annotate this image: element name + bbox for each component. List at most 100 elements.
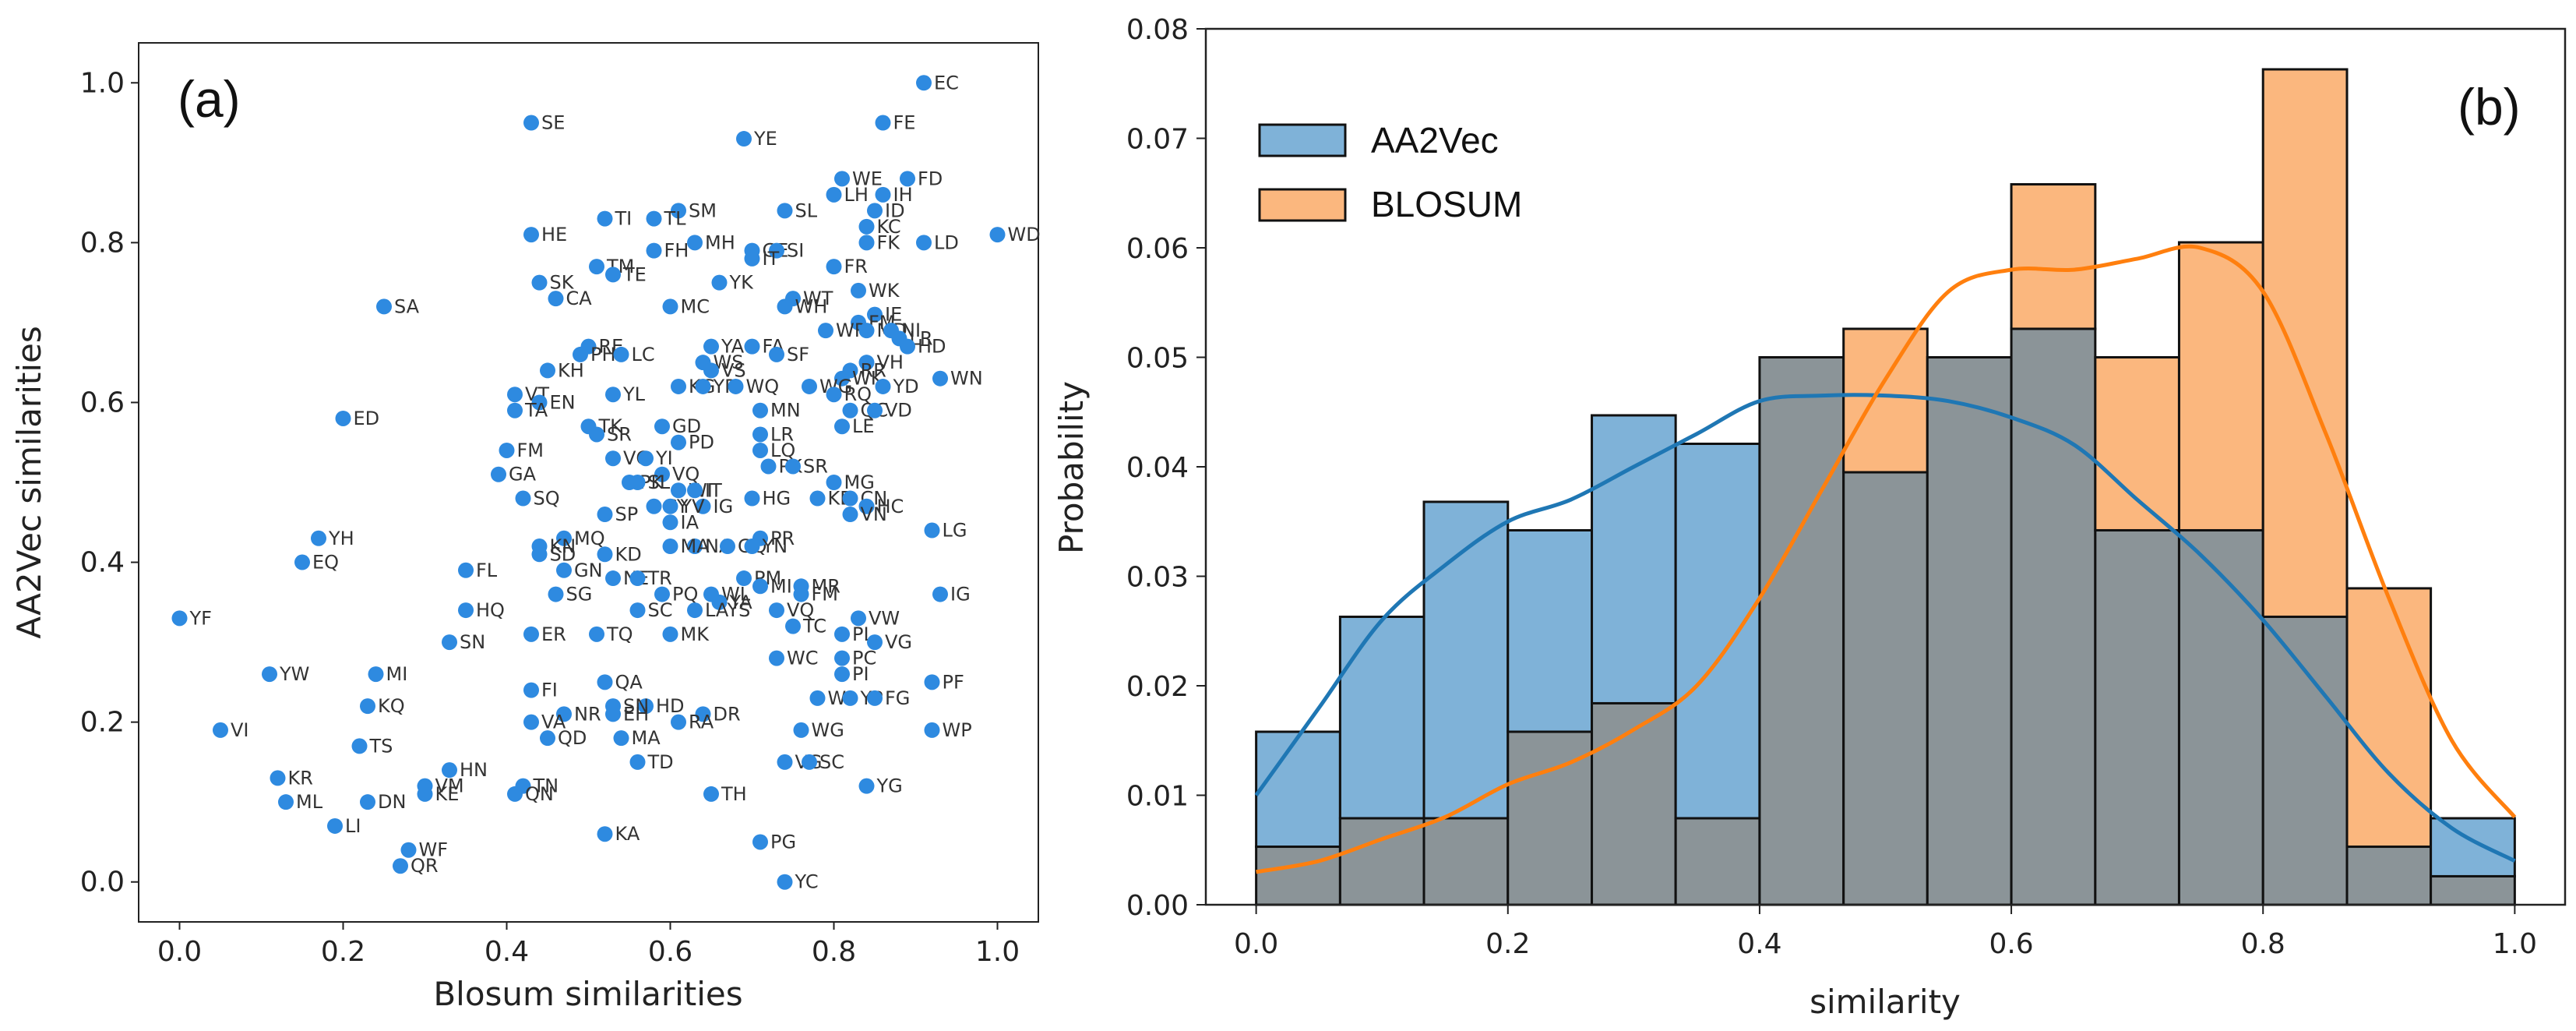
scatter-point-label: IT bbox=[763, 248, 780, 270]
scatter-point bbox=[752, 426, 768, 443]
scatter-point bbox=[736, 570, 752, 587]
scatter-point bbox=[523, 115, 539, 131]
scatter-point bbox=[858, 218, 875, 235]
scatter-point bbox=[736, 131, 752, 147]
scatter-point bbox=[744, 490, 760, 507]
scatter-point bbox=[294, 554, 310, 570]
scatter-point-label: MA bbox=[632, 727, 661, 749]
scatter-point-label: MA bbox=[681, 535, 710, 557]
scatter-point-label: WE bbox=[852, 168, 883, 189]
scatter-point bbox=[826, 475, 842, 490]
scatter-point bbox=[523, 714, 539, 730]
overlap-bar bbox=[1842, 471, 1929, 906]
scatter-point bbox=[548, 586, 564, 602]
scatter-point-label: RQ bbox=[844, 383, 872, 405]
scatter-point-label: VQ bbox=[787, 599, 814, 621]
scatter-point bbox=[597, 674, 613, 690]
histogram-y-tick-label: 0.07 bbox=[1126, 124, 1189, 156]
scatter-point-label: MN bbox=[770, 400, 801, 422]
overlap-bar bbox=[2430, 874, 2516, 906]
scatter-point bbox=[393, 858, 408, 874]
scatter-point-label: WG bbox=[812, 719, 844, 741]
scatter-point bbox=[646, 242, 662, 259]
overlap-bar bbox=[1926, 356, 2013, 906]
scatter-point bbox=[654, 466, 670, 482]
scatter-point-label: PH bbox=[590, 344, 616, 365]
scatter-point-label: KC bbox=[877, 216, 901, 238]
scatter-point bbox=[858, 778, 875, 794]
scatter-point bbox=[662, 298, 678, 315]
scatter-point-label: WD bbox=[1008, 224, 1041, 245]
scatter-point-label: DR bbox=[714, 703, 741, 725]
scatter-point-label: FE bbox=[893, 112, 916, 134]
scatter-point-label: MR bbox=[812, 575, 840, 597]
scatter-point-label: IT bbox=[705, 479, 722, 501]
scatter-x-tick-label: 0.0 bbox=[157, 936, 202, 968]
scatter-point bbox=[531, 394, 548, 411]
scatter-point bbox=[376, 298, 392, 315]
scatter-point-label: SR bbox=[607, 423, 632, 445]
scatter-point-label: FG bbox=[885, 687, 910, 709]
legend-label-blosum: BLOSUM bbox=[1371, 184, 1522, 224]
legend-swatch-aa2vec bbox=[1258, 123, 1347, 157]
blosum-bar bbox=[2261, 68, 2349, 618]
scatter-point bbox=[842, 507, 858, 523]
scatter-point bbox=[703, 362, 719, 379]
scatter-point-label: WP bbox=[943, 719, 972, 741]
scatter-point-label: TA bbox=[524, 400, 548, 422]
scatter-point bbox=[597, 546, 613, 563]
scatter-point-label: FK bbox=[877, 231, 901, 253]
scatter-point bbox=[809, 690, 826, 706]
scatter-point-label: YF bbox=[189, 607, 212, 629]
scatter-point bbox=[834, 666, 850, 683]
aa2vec-bar bbox=[1674, 442, 1761, 820]
overlap-bar bbox=[2010, 327, 2097, 906]
scatter-point bbox=[916, 75, 932, 91]
scatter-point-label: LR bbox=[770, 423, 794, 445]
scatter-point bbox=[540, 362, 555, 379]
scatter-point bbox=[875, 186, 891, 203]
overlap-bar bbox=[1338, 817, 1425, 906]
scatter-point bbox=[793, 586, 809, 602]
histogram-y-tick-label: 0.08 bbox=[1126, 14, 1189, 46]
aa2vec-bar bbox=[1422, 500, 1510, 820]
scatter-point-label: PD bbox=[689, 432, 714, 454]
scatter-x-tick-label: 0.4 bbox=[485, 936, 529, 968]
aa2vec-bar bbox=[2430, 817, 2516, 877]
scatter-point bbox=[785, 458, 801, 475]
scatter-point-label: VD bbox=[885, 400, 912, 422]
scatter-point bbox=[442, 634, 457, 651]
scatter-point bbox=[597, 210, 613, 227]
scatter-point bbox=[703, 786, 719, 802]
scatter-point-label: FD bbox=[918, 168, 943, 189]
scatter-point bbox=[605, 570, 621, 587]
scatter-point bbox=[499, 442, 515, 458]
scatter-point bbox=[858, 323, 875, 339]
scatter-point-label: YI bbox=[655, 447, 673, 469]
scatter-point bbox=[728, 378, 744, 394]
overlap-bar bbox=[2261, 615, 2349, 906]
scatter-point-label: PC bbox=[852, 648, 876, 669]
scatter-point bbox=[531, 546, 548, 563]
scatter-point-label: LC bbox=[632, 344, 655, 365]
aa2vec-bar bbox=[1591, 414, 1677, 704]
scatter-point bbox=[924, 674, 940, 690]
scatter-point bbox=[851, 610, 866, 627]
scatter-point-label: GN bbox=[574, 560, 603, 581]
scatter-point-label: SP bbox=[615, 503, 639, 525]
scatter-point-label: SM bbox=[689, 199, 717, 221]
scatter-point-label: HN bbox=[460, 759, 488, 781]
scatter-point-label: TR bbox=[647, 567, 672, 589]
scatter-point-label: QD bbox=[558, 727, 587, 749]
scatter-point-label: MC bbox=[681, 295, 710, 317]
scatter-point bbox=[834, 171, 850, 187]
histogram-x-tick-label: 0.2 bbox=[1485, 928, 1530, 960]
scatter-point bbox=[720, 538, 735, 555]
scatter-point bbox=[654, 586, 670, 602]
histogram-x-tick-label: 0.8 bbox=[2241, 928, 2285, 960]
panel-a-tag: (a) bbox=[178, 70, 241, 128]
scatter-point bbox=[417, 786, 433, 802]
scatter-point bbox=[867, 203, 883, 219]
scatter-point-label: TQ bbox=[606, 623, 633, 645]
scatter-point bbox=[687, 482, 703, 499]
